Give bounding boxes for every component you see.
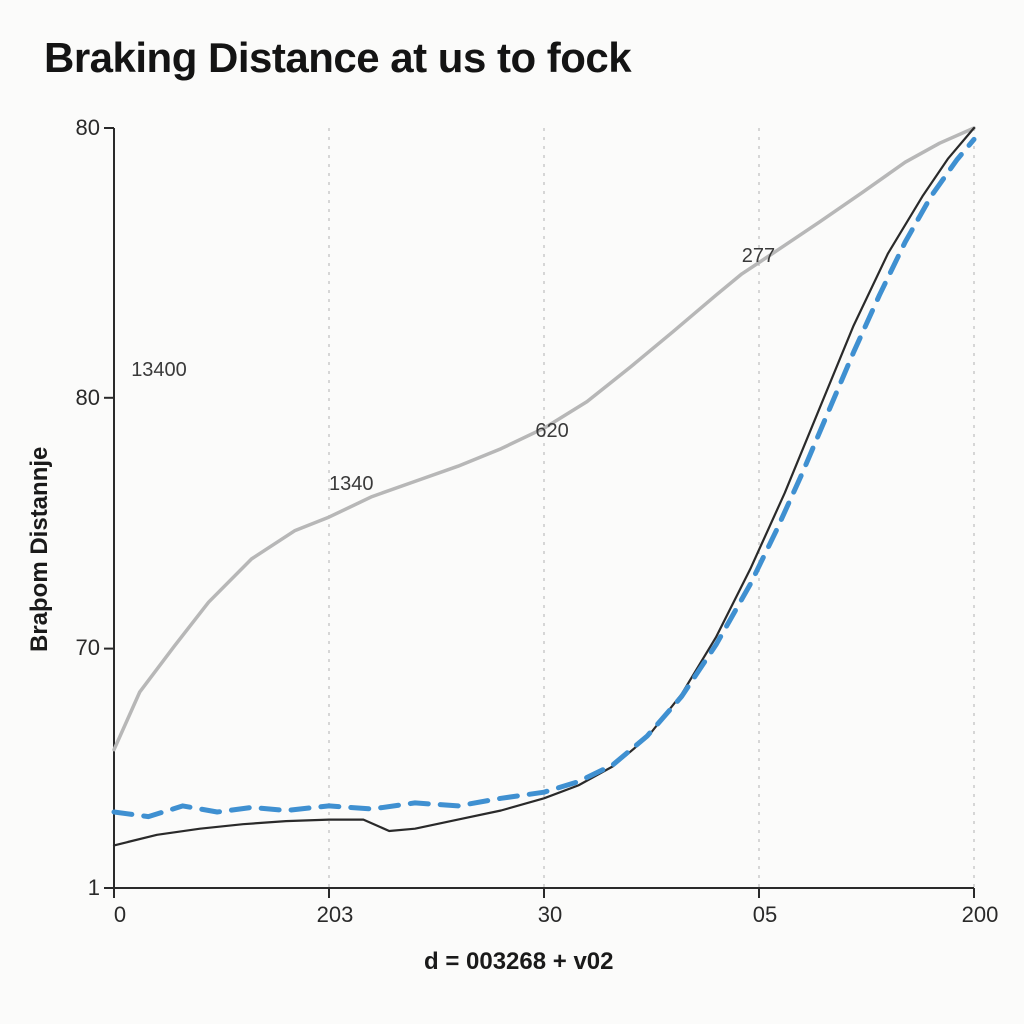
chart-annotation: 1340	[329, 473, 374, 496]
y-tick-label: 80	[76, 115, 100, 141]
chart-annotation: 13400	[131, 359, 187, 382]
chart-plot-svg	[0, 0, 1024, 1024]
chart-annotation: 620	[535, 420, 568, 443]
x-tick-label: 0	[90, 902, 150, 928]
y-tick-label: 1	[88, 875, 100, 901]
x-tick-label: 200	[950, 902, 1010, 928]
chart-annotation: 277	[742, 245, 775, 268]
y-tick-label: 70	[76, 635, 100, 661]
x-tick-label: 30	[520, 902, 580, 928]
x-tick-label: 05	[735, 902, 795, 928]
series-black-solid	[114, 128, 974, 845]
chart-container: Braking Distance at us to fock Braþom Di…	[0, 0, 1024, 1024]
y-tick-label: 80	[76, 385, 100, 411]
x-tick-label: 203	[305, 902, 365, 928]
